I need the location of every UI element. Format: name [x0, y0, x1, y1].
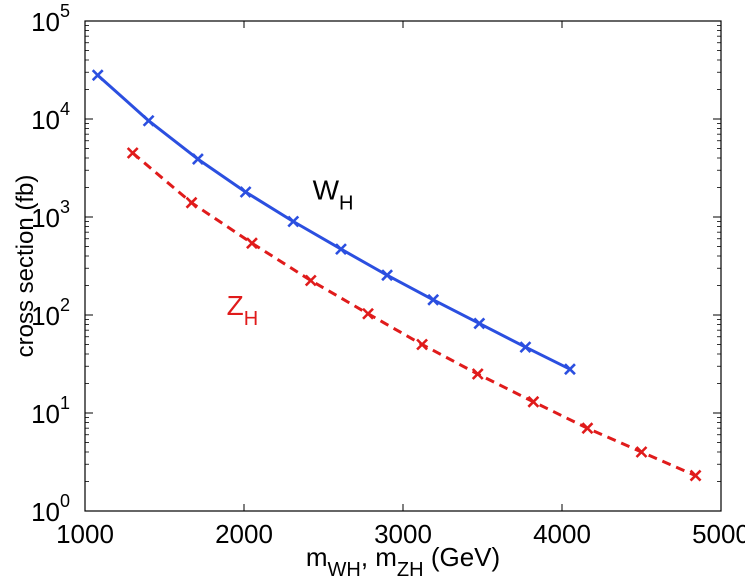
data-point-marker: [185, 196, 198, 209]
x-axis-title-sep: , m: [361, 542, 397, 572]
data-point-marker: [287, 215, 300, 228]
x-axis-title-unit: (GeV): [424, 542, 501, 572]
series-label-base: Z: [227, 290, 244, 321]
data-point-marker: [362, 307, 374, 320]
series-layer: [91, 69, 702, 482]
series-label-base: W: [313, 175, 340, 206]
x-axis-title-sub2: ZH: [397, 559, 424, 581]
data-point-marker: [304, 274, 317, 287]
data-point-marker: [126, 147, 139, 159]
y-tick-label: 100: [31, 491, 70, 527]
data-point-marker: [635, 446, 648, 458]
x-tick-label: 3000: [374, 519, 432, 549]
y-tick-label-exponent: 2: [60, 295, 70, 315]
data-point-marker: [142, 114, 155, 127]
series-wh: [91, 69, 576, 376]
y-tick-label-exponent: 1: [60, 393, 70, 413]
y-tick-label-base: 10: [31, 105, 60, 135]
y-tick-label: 101: [31, 393, 70, 429]
data-point-marker: [581, 422, 594, 435]
tick-layer: [84, 20, 722, 512]
x-tick-label: 5000: [692, 519, 745, 549]
x-axis-title-base: m: [306, 542, 328, 572]
y-tick-label: 103: [31, 197, 70, 233]
x-tick-label: 1000: [56, 519, 114, 549]
y-tick-label: 102: [31, 295, 70, 331]
data-point-marker: [239, 186, 252, 198]
data-point-marker: [427, 293, 440, 306]
data-point-marker: [471, 368, 484, 380]
data-point-marker: [91, 69, 104, 82]
series-label-sub: H: [244, 308, 258, 330]
y-tick-label: 104: [31, 99, 70, 135]
series-label: ZH: [227, 290, 259, 330]
y-tick-label-exponent: 0: [60, 491, 70, 511]
data-point-marker: [689, 469, 702, 482]
x-tick-label: 2000: [215, 519, 273, 549]
y-tick-label: 105: [31, 1, 70, 37]
data-point-marker: [191, 153, 204, 165]
y-tick-label-base: 10: [31, 203, 60, 233]
y-tick-label-exponent: 4: [60, 99, 70, 119]
x-axis-title: mWH, mZH (GeV): [306, 542, 500, 581]
x-tick-label: 4000: [533, 519, 591, 549]
y-tick-label-base: 10: [31, 399, 60, 429]
x-axis-title-sub1: WH: [327, 559, 360, 581]
data-point-marker: [381, 269, 394, 282]
data-point-marker: [416, 338, 428, 351]
data-point-marker: [564, 363, 576, 376]
series-zh: [126, 147, 702, 482]
data-point-marker: [519, 341, 532, 354]
y-tick-label-base: 10: [31, 7, 60, 37]
label-layer: 1000 2000 3000 4000 5000100101102103104105mW…: [12, 1, 745, 581]
y-tick-label-base: 10: [31, 497, 60, 527]
data-point-marker: [246, 237, 258, 250]
y-tick-label-base: 10: [31, 301, 60, 331]
y-axis-title: cross section (fb): [12, 175, 39, 358]
series-label-sub: H: [339, 193, 353, 215]
data-point-marker: [473, 317, 486, 330]
series-label: WH: [313, 175, 354, 215]
y-tick-label-exponent: 3: [60, 197, 70, 217]
data-point-marker: [527, 395, 540, 408]
y-tick-label-exponent: 5: [60, 1, 70, 21]
data-point-marker: [335, 243, 347, 256]
